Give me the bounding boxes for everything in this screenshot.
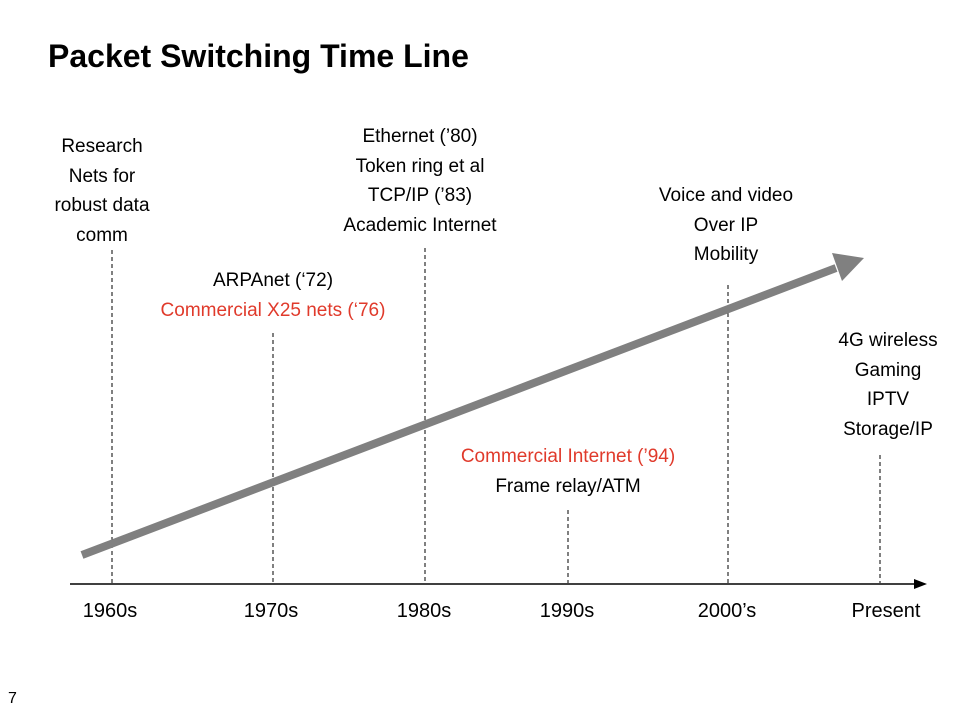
note-line: Frame relay/ATM <box>495 475 641 497</box>
note-voice-video: Voice and video Over IP Mobility <box>626 181 826 270</box>
note-line: Academic Internet <box>343 214 497 236</box>
trend-arrow <box>80 253 864 559</box>
tick-label-present: Present <box>851 600 921 622</box>
note-line: 4G wireless <box>838 330 938 351</box>
era-markers <box>111 248 881 583</box>
note-commercial-internet: Commercial Internet (’94) Frame relay/AT… <box>418 442 718 501</box>
tick-label-1980s: 1980s <box>396 600 452 622</box>
note-line: Storage/IP <box>843 418 933 440</box>
page-number: 7 <box>8 690 17 707</box>
note-line: robust data <box>54 195 150 216</box>
note-line: Token ring et al <box>355 155 485 177</box>
note-line: TCP/IP (’83) <box>367 185 473 206</box>
note-ethernet: Ethernet (’80) Token ring et al TCP/IP (… <box>305 122 535 240</box>
axis-arrowhead <box>914 579 927 589</box>
tick-label-2000s: 2000’s <box>697 600 757 622</box>
time-axis <box>70 579 927 589</box>
tick-label-1970s: 1970s <box>243 600 299 622</box>
note-line: Nets for <box>68 165 136 187</box>
tick-label-1990s: 1990s <box>539 600 595 622</box>
note-research: Research Nets for robust data comm <box>42 132 162 250</box>
trend-arrow-head <box>832 253 864 281</box>
note-line: Mobility <box>693 244 759 265</box>
note-line: Gaming <box>854 359 922 381</box>
trend-arrow-shaft <box>80 264 838 559</box>
note-wireless: 4G wireless Gaming IPTV Storage/IP <box>818 326 958 444</box>
note-line: ARPAnet (‘72) <box>212 270 334 291</box>
note-line: IPTV <box>866 389 910 410</box>
note-line: Over IP <box>693 214 759 236</box>
tick-label-1960s: 1960s <box>82 600 138 622</box>
note-arpanet: ARPAnet (‘72) Commercial X25 nets (‘76) <box>123 266 423 325</box>
note-line: Commercial Internet (’94) <box>460 446 676 467</box>
note-line: Ethernet (’80) <box>362 126 478 147</box>
slide-title: Packet Switching Time Line <box>48 38 469 74</box>
note-line: Voice and video <box>658 185 794 206</box>
note-line: Commercial X25 nets (‘76) <box>160 299 386 321</box>
note-line: Research <box>61 136 143 157</box>
note-line: comm <box>76 224 128 246</box>
